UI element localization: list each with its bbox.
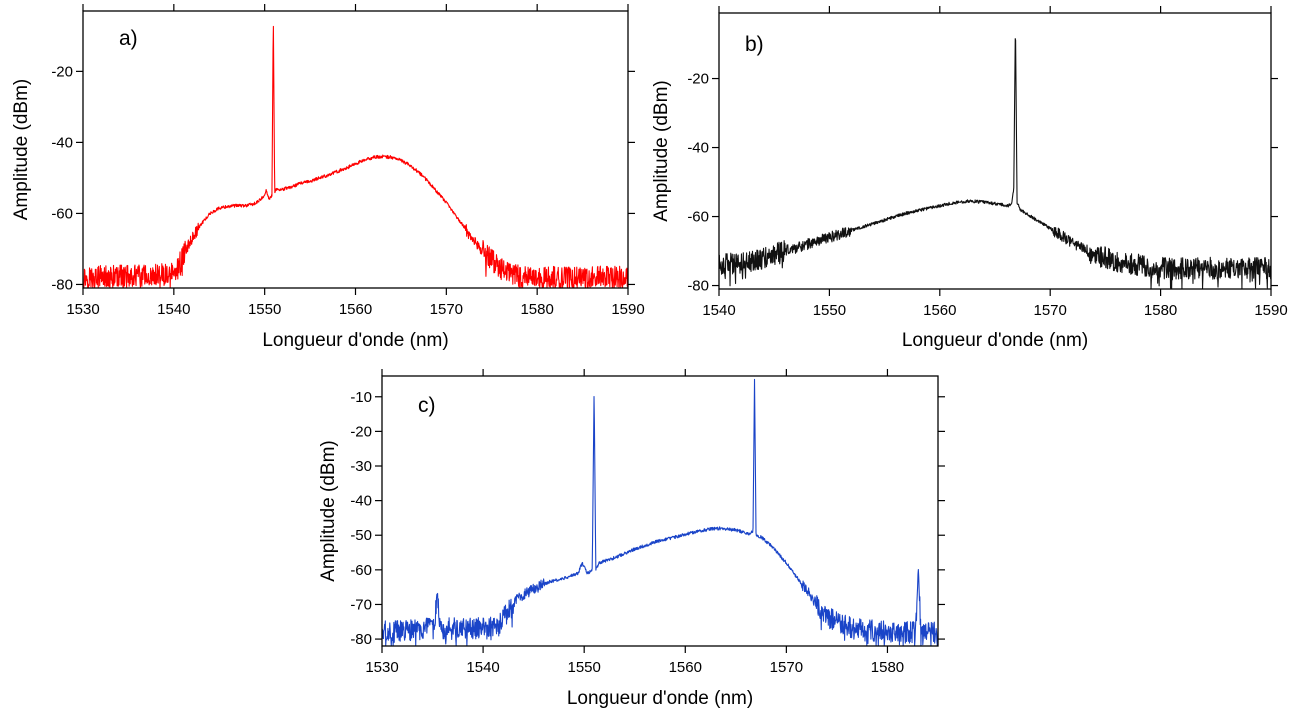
y-tick-label: -80 [51,276,73,293]
plot-frame-b [718,12,1272,290]
plot-frame-c [381,375,939,647]
y-tick-label: -60 [51,205,73,222]
y-tick-label: -60 [687,209,709,226]
y-tick-label: -20 [51,63,73,80]
x-tick-label: 1570 [1034,302,1067,319]
x-tick-label: 1550 [248,301,281,318]
panel-label-a: a) [119,27,138,50]
x-axis-title: Longueur d'onde (nm) [567,688,753,709]
y-tick-label: -20 [687,71,709,88]
x-tick-label: 1580 [520,301,553,318]
chart-panel-b: 1540 1550 1560 1570 1580 1590 -80 -60 -40 -20 Long… [651,6,1288,351]
x-axis-title: Longueur d'onde (nm) [902,330,1088,351]
x-tick-label: 1570 [430,301,463,318]
y-axis-title: Amplitude (dBm) [318,440,339,582]
x-tick-label: 1590 [611,301,644,318]
y-tick-label: -20 [350,423,372,440]
y-tick-label: -80 [687,278,709,295]
x-tick-label: 1550 [567,659,600,676]
x-tick-label: 1550 [813,302,846,319]
x-tick-label: 1580 [871,659,904,676]
panel-label-b: b) [745,33,764,56]
y-tick-label: -10 [350,389,372,406]
x-tick-label: 1570 [770,659,803,676]
y-tick-label: -60 [350,562,372,579]
y-axis-title: Amplitude (dBm) [651,80,672,222]
y-tick-label: -40 [350,493,372,510]
spectrum-trace-a [82,25,629,288]
x-tick-label: 1530 [365,659,398,676]
y-tick-label: -30 [350,458,372,475]
y-tick-label: -70 [350,596,372,613]
plot-frame-a [82,10,629,289]
x-tick-label: 1530 [66,301,99,318]
x-tick-label: 1540 [702,302,735,319]
x-tick-label: 1590 [1254,302,1287,319]
x-axis-title: Longueur d'onde (nm) [262,330,448,351]
spectrum-trace-b [718,38,1272,289]
y-tick-label: -40 [51,134,73,151]
x-tick-label: 1560 [339,301,372,318]
spectrum-trace-c [381,378,939,646]
chart-panel-c: 1530 1540 1550 1560 1570 1580 -80 -70 -60 -50 -40 -… [318,369,945,709]
y-axis-title: Amplitude (dBm) [11,79,32,221]
chart-panel-a: 1530 1540 1550 1560 1570 1580 1590 -80 -60 -40 -20… [11,4,645,351]
x-tick-label: 1560 [923,302,956,319]
x-tick-label: 1580 [1144,302,1177,319]
x-tick-label: 1540 [466,659,499,676]
panel-label-c: c) [418,394,436,417]
y-tick-label: -50 [350,527,372,544]
x-tick-label: 1560 [669,659,702,676]
x-tick-label: 1540 [157,301,190,318]
y-tick-label: -40 [687,140,709,157]
y-tick-label: -80 [350,631,372,648]
